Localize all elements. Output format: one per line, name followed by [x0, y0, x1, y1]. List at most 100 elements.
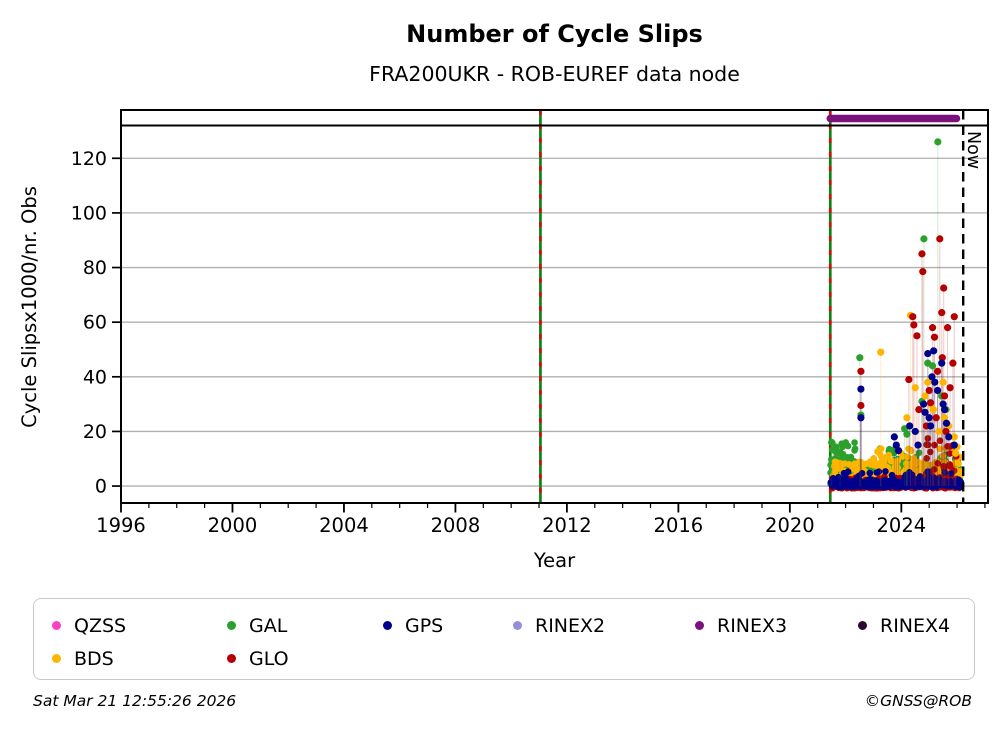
data-point-glo — [919, 268, 927, 276]
data-point-glo — [936, 437, 944, 445]
data-point-bds — [870, 455, 878, 462]
data-point-glo — [933, 367, 942, 375]
data-point-bds — [903, 460, 910, 467]
data-point-bds — [952, 459, 960, 466]
data-point-gps — [829, 477, 837, 484]
data-point-bds — [876, 451, 884, 458]
data-point-glo — [949, 359, 957, 367]
legend-label: GPS — [405, 614, 444, 637]
data-point-bds — [877, 348, 885, 356]
data-point-glo — [905, 375, 913, 384]
data-point-bds — [880, 457, 888, 465]
data-point-gps — [924, 478, 932, 485]
data-point-glo — [923, 441, 930, 448]
data-point-bds — [935, 427, 943, 436]
data-point-bds — [889, 457, 896, 465]
data-point-gps — [911, 427, 919, 436]
data-point-gps — [916, 473, 924, 480]
x-tick-label: 2024 — [877, 514, 927, 537]
data-point-bds — [859, 464, 866, 472]
data-point-gps — [894, 446, 903, 455]
legend-label: GAL — [249, 614, 288, 637]
legend-dot-glo — [227, 654, 236, 663]
data-point-gal — [903, 430, 911, 438]
now-label: Now — [963, 131, 983, 169]
legend-dot-gps — [383, 621, 392, 630]
data-point-bds — [910, 455, 918, 462]
data-point-glo — [940, 392, 949, 400]
data-point-glo — [928, 324, 937, 332]
data-point-gps — [942, 419, 951, 427]
data-point-gps — [857, 385, 865, 393]
data-point-bds — [915, 467, 922, 474]
cycle-slips-chart: Number of Cycle Slips FRA200UKR - ROB-EUR… — [18, 20, 989, 572]
data-point-gps — [926, 422, 935, 430]
legend-item-rinex2: RINEX2 — [513, 615, 695, 637]
data-point-gal — [836, 449, 844, 457]
data-point-gps — [936, 475, 943, 483]
data-point-gps — [858, 470, 866, 477]
data-point-gps — [876, 478, 883, 486]
legend-dot-gal — [227, 621, 236, 630]
data-point-gps — [945, 433, 953, 441]
data-point-bds — [950, 433, 958, 441]
data-point-gps — [836, 477, 843, 485]
data-point-gps — [906, 422, 914, 430]
data-point-gps — [853, 474, 861, 482]
data-point-gal — [934, 138, 942, 146]
x-tick-label: 2016 — [654, 514, 704, 537]
data-point-glo — [942, 427, 950, 436]
legend-item-rinex4: RINEX4 — [858, 615, 974, 637]
y-tick-label: 0 — [95, 476, 107, 498]
data-point-gps — [950, 441, 958, 449]
data-point-gps — [914, 441, 922, 449]
data-point-gps — [924, 468, 931, 475]
data-point-gal — [847, 453, 855, 461]
data-point-gps — [907, 479, 914, 486]
legend-item-gps: GPS — [383, 615, 513, 637]
data-point-bds — [830, 462, 838, 470]
data-point-glo — [943, 324, 952, 332]
data-point-bds — [867, 461, 874, 468]
data-point-gps — [856, 479, 863, 487]
data-point-glo — [918, 250, 926, 258]
data-point-glo — [931, 441, 938, 449]
legend-item-qzss: QZSS — [52, 615, 227, 637]
data-point-glo — [915, 405, 923, 414]
data-point-bds — [939, 378, 947, 386]
data-point-gps — [938, 359, 946, 367]
data-point-glo — [944, 443, 951, 450]
legend-label: QZSS — [74, 614, 127, 637]
data-point-bds — [939, 452, 947, 460]
data-point-bds — [911, 384, 919, 392]
data-point-bds — [929, 405, 937, 414]
legend-label: BDS — [74, 647, 114, 670]
data-point-glo — [910, 321, 918, 329]
x-tick-label: 1996 — [96, 514, 146, 537]
data-point-gps — [875, 468, 883, 475]
data-point-glo — [909, 313, 917, 321]
data-point-glo — [923, 455, 930, 462]
data-point-gal — [920, 235, 928, 243]
x-tick-label: 2008 — [431, 514, 481, 537]
legend-label: RINEX4 — [880, 614, 951, 637]
legend-item-rinex3: RINEX3 — [695, 615, 858, 637]
legend-item-glo: GLO — [227, 648, 383, 670]
x-tick-label: 2000 — [208, 514, 258, 537]
data-point-glo — [938, 354, 946, 362]
y-tick-label: 100 — [71, 202, 107, 224]
data-point-gps — [924, 349, 932, 358]
y-tick-label: 60 — [83, 312, 107, 334]
chart-subtitle: FRA200UKR - ROB-EUREF data node — [369, 62, 740, 86]
x-axis-label: Year — [533, 549, 576, 572]
data-point-gps — [931, 378, 939, 386]
data-point-bds — [873, 461, 880, 469]
data-point-gps — [892, 441, 900, 449]
y-tick-label: 20 — [83, 421, 107, 443]
data-point-bds — [915, 459, 922, 467]
data-point-gal — [856, 354, 864, 362]
legend-item-bds: BDS — [52, 648, 227, 670]
data-point-glo — [946, 450, 954, 457]
x-tick-label: 2004 — [319, 514, 369, 537]
data-point-glo — [936, 235, 944, 243]
